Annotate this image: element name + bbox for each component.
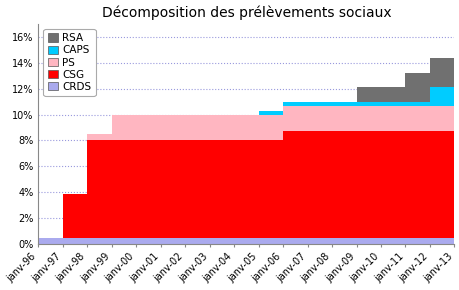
Title: Décomposition des prélèvements sociaux: Décomposition des prélèvements sociaux [101, 6, 390, 20]
Legend: RSA, CAPS, PS, CSG, CRDS: RSA, CAPS, PS, CSG, CRDS [43, 29, 95, 96]
